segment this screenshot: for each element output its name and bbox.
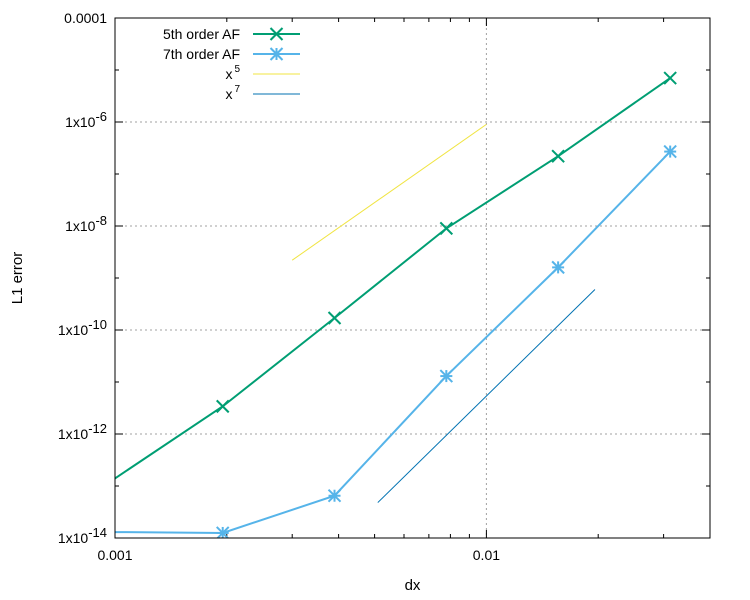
series-layer — [115, 71, 677, 538]
y-tick-label: 1x10-14 — [58, 525, 107, 546]
y-tick-label: 0.0001 — [64, 10, 107, 26]
series-line — [115, 150, 671, 534]
series-1 — [115, 144, 677, 538]
tick-labels: 0.001 0.01 1x10-14 1x10-12 1x10-10 1x10-8 1x10… — [58, 10, 500, 563]
legend-label: 5th order AF — [163, 26, 240, 42]
data-point — [551, 149, 565, 163]
legend-label: 7th order AF — [163, 46, 240, 62]
x-tick-label: 0.01 — [473, 547, 500, 563]
legend: 5th order AF 7th order AF x 5 x 7 — [163, 26, 300, 102]
y-tick-label: 1x10-6 — [65, 109, 107, 130]
y-tick-label: 1x10-10 — [58, 317, 107, 338]
series-3 — [377, 289, 596, 503]
x-tick-label: 0.001 — [97, 547, 132, 563]
y-axis-label: L1 error — [9, 252, 26, 305]
x-axis-label: dx — [405, 577, 421, 594]
series-line — [115, 77, 671, 480]
series-0 — [115, 71, 677, 480]
y-tick-label: 1x10-12 — [58, 421, 107, 442]
axis-ticks — [114, 17, 711, 539]
series-2 — [291, 123, 487, 261]
data-point — [439, 221, 454, 236]
series-line — [377, 289, 596, 503]
y-tick-label: 1x10-8 — [65, 213, 107, 234]
grid — [115, 18, 710, 538]
series-line — [291, 123, 487, 261]
data-point — [327, 311, 342, 325]
data-point — [216, 399, 230, 414]
legend-marker — [269, 27, 284, 41]
data-point — [663, 71, 677, 85]
plot-frame — [114, 17, 711, 539]
